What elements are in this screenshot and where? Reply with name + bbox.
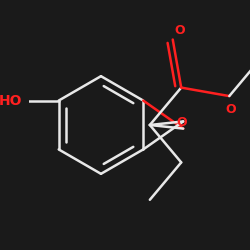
Text: HO: HO <box>0 94 23 108</box>
Text: O: O <box>225 102 236 116</box>
Text: O: O <box>174 24 185 37</box>
Text: O: O <box>177 116 187 129</box>
